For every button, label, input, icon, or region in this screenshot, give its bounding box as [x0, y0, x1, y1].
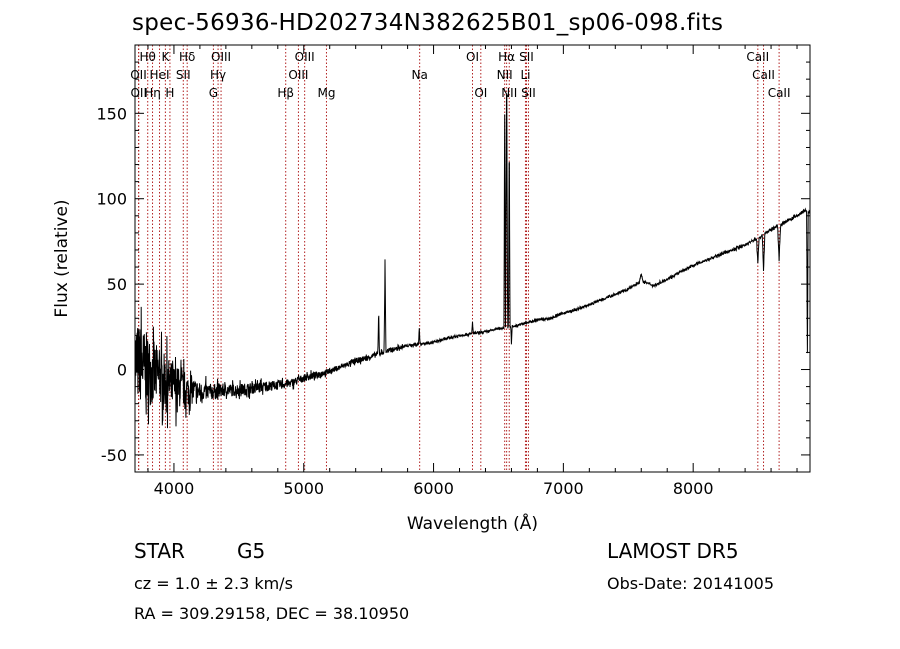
object-class: STAR [134, 539, 185, 563]
line-label: Hδ [179, 50, 195, 64]
line-label: K [161, 50, 170, 64]
line-label: Hγ [210, 68, 226, 82]
line-label: CaII [752, 68, 775, 82]
x-tick-label: 6000 [413, 479, 454, 498]
axis-ticks-group: 4000 5000 6000 7000 8000 -50 0 50 100 150 [96, 44, 810, 498]
line-markers-group [138, 45, 780, 472]
line-label: CaII [768, 86, 791, 100]
line-label: OI [466, 50, 479, 64]
spectrum-line [134, 93, 811, 429]
line-label: G [209, 86, 218, 100]
line-label: Hβ [277, 86, 294, 100]
x-tick-label: 4000 [154, 479, 195, 498]
line-label: HeI [150, 68, 170, 82]
y-tick-label: -50 [101, 446, 127, 465]
x-tick-label: 5000 [283, 479, 324, 498]
line-label: H [165, 86, 174, 100]
y-tick-label: 100 [96, 190, 127, 209]
line-label: Mg [317, 86, 335, 100]
survey-name: LAMOST DR5 [607, 539, 739, 563]
x-tick-label: 7000 [543, 479, 584, 498]
line-label: OIII [211, 50, 231, 64]
line-label: Hη [144, 86, 161, 100]
line-label: OI [474, 86, 487, 100]
line-label: Li [520, 68, 530, 82]
line-label: Hα [498, 50, 515, 64]
plot-frame [134, 44, 811, 473]
line-label: NII [497, 68, 513, 82]
line-label: NII [501, 86, 517, 100]
y-tick-label: 0 [117, 361, 127, 380]
object-subclass: G5 [237, 539, 266, 563]
y-tick-label: 50 [107, 275, 127, 294]
coordinates: RA = 309.29158, DEC = 38.10950 [134, 604, 410, 623]
line-label: OIII [288, 68, 308, 82]
line-label: OIII [295, 50, 315, 64]
line-label: OII [130, 68, 147, 82]
y-tick-label: 150 [96, 104, 127, 123]
chart-title: spec-56936-HD202734N382625B01_sp06-098.f… [132, 10, 724, 36]
x-axis-label: Wavelength (Å) [407, 512, 538, 534]
observation-date: Obs-Date: 20141005 [607, 574, 775, 593]
line-label: SII [519, 50, 534, 64]
y-axis-label: Flux (relative) [52, 199, 72, 317]
line-label: Na [411, 68, 427, 82]
line-label: SII [521, 86, 536, 100]
line-label: SII [176, 68, 191, 82]
x-tick-label: 8000 [673, 479, 714, 498]
line-label: CaII [746, 50, 769, 64]
line-label: Hθ [140, 50, 156, 64]
redshift-value: cz = 1.0 ± 2.3 km/s [134, 574, 293, 593]
